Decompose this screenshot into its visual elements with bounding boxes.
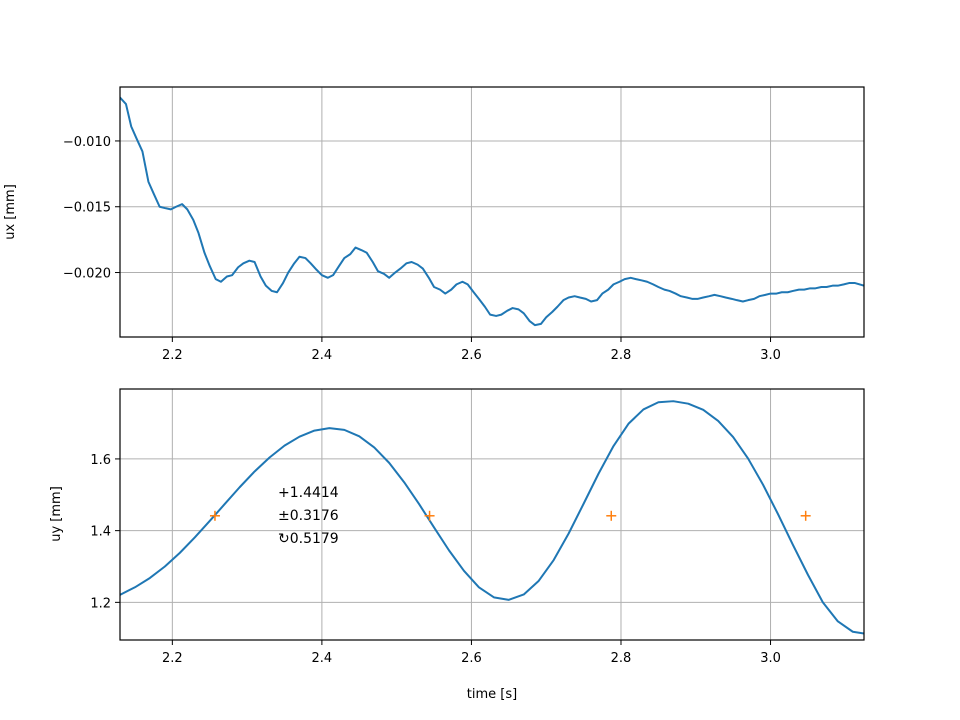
uy-x-axis-label: time [s] [467,687,517,702]
uy-x-tick-label: 2.6 [461,651,482,666]
ux-x-tick-label: 2.8 [611,348,632,363]
ux-y-axis-label: ux [mm] [3,184,18,240]
uy-x-tick-label: 2.2 [162,651,183,666]
uy-y-tick-label: 1.2 [90,596,111,611]
uy-x-tick-label: 2.4 [312,651,333,666]
ux-y-tick-label: −0.020 [63,267,111,282]
uy-crossing-markers [209,510,811,521]
uy-annotation: +1.4414 ±0.3176 ↻0.5179 [278,485,339,547]
crossing-marker [800,510,811,521]
crossing-marker [606,510,617,521]
ux-ticks: 2.2 2.4 2.6 2.8 3.0 −0.010 −0.015 −0.020 [63,135,781,363]
ux-axes-frame [119,86,865,338]
annotation-amplitude: ±0.3176 [278,508,339,524]
ux-grid [120,87,864,337]
annotation-period: ↻0.5179 [278,531,339,547]
ux-x-tick-label: 2.4 [312,348,333,363]
ux-panel: 2.2 2.4 2.6 2.8 3.0 −0.010 −0.015 −0.020 ux [mm… [3,86,865,363]
ux-x-tick-label: 2.6 [461,348,482,363]
annotation-mean: +1.4414 [278,485,339,501]
ux-x-tick-label: 2.2 [162,348,183,363]
uy-x-tick-label: 3.0 [760,651,781,666]
crossing-marker [424,510,435,521]
uy-series-line [120,400,864,635]
ux-y-tick-label: −0.015 [63,201,111,216]
ux-y-tick-label: −0.010 [63,135,111,150]
ux-x-tick-label: 3.0 [760,348,781,363]
uy-y-axis-label: uy [mm] [49,486,64,542]
crossing-marker [209,510,220,521]
uy-y-tick-label: 1.6 [90,453,111,468]
ux-series-line [120,96,864,327]
uy-y-tick-label: 1.4 [90,525,111,540]
uy-panel: 2.2 2.4 2.6 2.8 3.0 1.2 1.4 1.6 uy [mm] time [s… [49,388,865,702]
uy-axes-frame [119,388,865,641]
uy-x-tick-label: 2.8 [611,651,632,666]
uy-ticks: 2.2 2.4 2.6 2.8 3.0 1.2 1.4 1.6 [90,453,781,666]
uy-grid [120,389,864,640]
